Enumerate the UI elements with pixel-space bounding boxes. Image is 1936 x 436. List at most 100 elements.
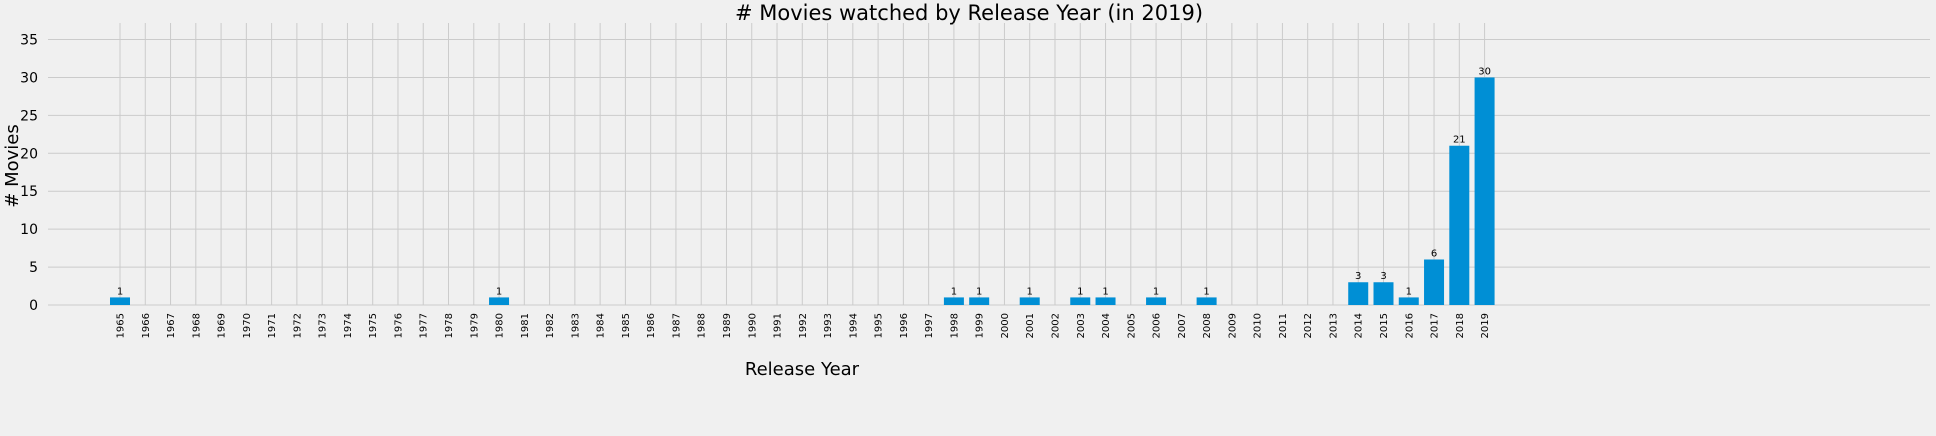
x-tick-label: 1993 [823,313,834,338]
data-label: 1 [1406,286,1412,297]
x-tick-label: 1988 [697,313,708,338]
x-tick-label: 1966 [141,313,152,338]
grid [48,23,1930,306]
data-label: 6 [1431,248,1437,259]
y-tick-label: 35 [20,33,38,49]
x-tick-label: 1986 [646,313,657,338]
data-label: 1 [1153,286,1159,297]
x-tick-label: 2013 [1328,313,1339,338]
data-label: 1 [1102,286,1108,297]
x-tick-label: 1974 [343,313,354,338]
bar [1196,297,1217,305]
x-tick-label: 2017 [1430,313,1441,338]
x-tick-label: 1969 [217,313,228,338]
x-tick-labels: 1965 1966 1967 1968 1969 1970 1971 1972 1973 1974… [116,313,1492,338]
x-tick-label: 2010 [1253,313,1264,338]
x-tick-label: 1995 [874,313,885,338]
x-tick-label: 2015 [1379,313,1390,338]
x-tick-label: 1996 [899,313,910,338]
x-tick-label: 1965 [116,313,127,338]
bar [943,297,964,305]
x-tick-label: 2016 [1404,313,1415,338]
x-tick-label: 2018 [1455,313,1466,338]
data-label: 21 [1453,135,1466,146]
x-tick-label: 2009 [1227,313,1238,338]
bar [110,297,130,305]
bar [1095,297,1116,305]
x-tick-label: 1971 [267,313,278,338]
bar [969,297,990,305]
y-tick-label: 15 [20,184,38,200]
x-tick-label: 2006 [1152,313,1163,338]
x-tick-label: 1980 [495,313,506,338]
x-tick-label: 1984 [596,313,607,338]
y-tick-label: 0 [29,298,38,314]
x-tick-label: 1998 [949,313,960,338]
x-tick-label: 2019 [1480,313,1491,338]
data-label: 30 [1478,66,1491,77]
x-tick-label: 1985 [621,313,632,338]
y-tick-label: 30 [20,70,38,86]
x-tick-label: 2014 [1354,313,1365,338]
x-tick-label: 2002 [1050,313,1061,338]
bar [1019,297,1040,305]
x-tick-label: 2008 [1202,313,1213,338]
x-tick-label: 1978 [444,313,455,338]
x-tick-label: 1999 [975,313,986,338]
data-label: 1 [951,286,957,297]
x-tick-label: 1979 [469,313,480,338]
y-tick-label: 20 [20,146,38,162]
y-tick-label: 5 [29,260,38,276]
x-tick-label: 1991 [773,313,784,338]
data-label: 3 [1380,271,1386,282]
data-label: 1 [976,286,982,297]
x-tick-label: 2007 [1177,313,1188,338]
x-tick-label: 2005 [1126,313,1137,338]
data-label: 3 [1355,271,1361,282]
x-tick-label: 1975 [368,313,379,338]
x-tick-label: 1967 [166,313,177,338]
bar [1398,297,1419,305]
bar [1146,297,1167,305]
x-tick-label: 2001 [1025,313,1036,338]
x-tick-label: 1976 [393,313,404,338]
x-tick-label: 1977 [419,313,430,338]
x-tick-label: 2004 [1101,313,1112,338]
bar [1348,282,1369,305]
x-tick-label: 1968 [191,313,202,338]
x-tick-label: 1982 [545,313,556,338]
x-tick-label: 1992 [798,313,809,338]
data-label: 1 [117,286,123,297]
chart-title: # Movies watched by Release Year (in 201… [735,1,1203,25]
data-label: 1 [1077,286,1083,297]
x-axis-label: Release Year [745,359,860,380]
data-label: 1 [1203,286,1209,297]
data-label: 1 [496,286,502,297]
x-tick-label: 1997 [924,313,935,338]
bar [1474,77,1495,305]
data-label: 1 [1027,286,1033,297]
y-tick-label: 25 [20,108,38,124]
y-tick-labels: 0 5 10 15 20 25 30 35 [20,33,38,314]
x-tick-label: 1981 [520,313,531,338]
x-tick-label: 1990 [747,313,758,338]
bar [1070,297,1091,305]
x-tick-label: 1987 [671,313,682,338]
x-tick-label: 2012 [1303,313,1314,338]
bar [1424,259,1445,305]
x-tick-label: 1972 [292,313,303,338]
x-tick-label: 1973 [318,313,329,338]
bar [1373,282,1394,305]
x-tick-label: 1970 [242,313,253,338]
data-labels: 1 1 1 1 1 1 1 1 1 3 3 1 6 21 30 [117,66,1491,297]
y-axis-label: # Movies [2,124,23,207]
y-tick-label: 10 [20,222,38,238]
bar [489,297,510,305]
x-tick-label: 1994 [848,313,859,338]
x-tick-label: 2011 [1278,313,1289,338]
x-tick-label: 1983 [570,313,581,338]
bar [1449,145,1470,305]
x-tick-label: 2000 [1000,313,1011,338]
x-tick-label: 1989 [722,313,733,338]
